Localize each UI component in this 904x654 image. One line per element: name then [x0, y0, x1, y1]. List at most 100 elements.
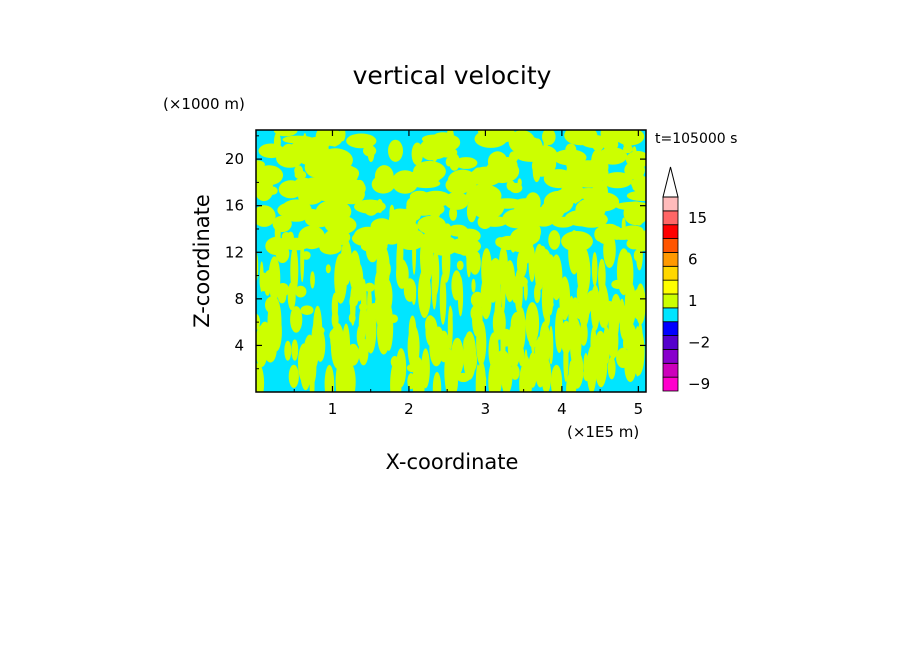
- updraft-region: [623, 130, 632, 151]
- updraft-region: [529, 337, 538, 348]
- updraft-region: [510, 364, 520, 380]
- updraft-region: [274, 221, 281, 245]
- updraft-region: [550, 254, 563, 301]
- colorbar: 15 6 1 −2 −9: [662, 166, 710, 393]
- updraft-region: [548, 230, 561, 250]
- updraft-region: [470, 166, 503, 187]
- updraft-region: [457, 228, 481, 244]
- updraft-region: [456, 260, 464, 271]
- updraft-region: [294, 165, 303, 177]
- updraft-region: [323, 163, 359, 186]
- updraft-region: [532, 138, 543, 161]
- y-tick-label: 4: [234, 336, 244, 354]
- updraft-region: [325, 264, 331, 274]
- updraft-region: [633, 250, 641, 262]
- updraft-region: [256, 167, 262, 181]
- updraft-region: [334, 253, 347, 304]
- updraft-region: [292, 184, 309, 197]
- updraft-region: [560, 182, 585, 204]
- updraft-region: [565, 143, 577, 156]
- updraft-region: [417, 215, 446, 235]
- updraft-region: [530, 315, 536, 355]
- colorbar-segment: [662, 224, 679, 239]
- updraft-region: [384, 218, 419, 239]
- updraft-region: [324, 364, 335, 392]
- updraft-region: [611, 226, 622, 240]
- updraft-region: [258, 143, 285, 159]
- updraft-region: [281, 285, 289, 295]
- updraft-region: [528, 365, 536, 378]
- updraft-region: [273, 130, 298, 137]
- velocity-field: [256, 130, 646, 392]
- updraft-region: [564, 325, 570, 338]
- updraft-region: [259, 321, 271, 350]
- updraft-region: [466, 244, 472, 278]
- updraft-region: [596, 223, 613, 244]
- updraft-region: [288, 140, 324, 161]
- colorbar-segment: [662, 307, 679, 323]
- updraft-region: [315, 328, 326, 362]
- updraft-region: [598, 263, 605, 290]
- updraft-region: [291, 339, 299, 361]
- updraft-region: [487, 151, 508, 172]
- updraft-region: [300, 305, 314, 316]
- updraft-region: [469, 349, 476, 364]
- updraft-region: [349, 250, 361, 292]
- updraft-region: [507, 231, 534, 253]
- updraft-region: [282, 135, 315, 144]
- updraft-region: [466, 200, 477, 223]
- x-axis-label: X-coordinate: [386, 450, 519, 474]
- colorbar-segment: [662, 238, 679, 253]
- updraft-region: [376, 245, 390, 293]
- updraft-region: [548, 325, 554, 365]
- y-unit-label: (×1000 m): [163, 95, 245, 113]
- updraft-region: [396, 348, 407, 388]
- colorbar-segment: [662, 252, 679, 267]
- chart-title: vertical velocity: [353, 61, 552, 90]
- colorbar-segment: [662, 376, 679, 392]
- updraft-region: [477, 361, 487, 392]
- updraft-region: [365, 305, 377, 354]
- updraft-region: [290, 306, 303, 333]
- updraft-region: [358, 306, 366, 344]
- y-tick-label: 12: [225, 243, 244, 261]
- colorbar-segment: [662, 293, 679, 309]
- updraft-region: [295, 285, 307, 298]
- updraft-region: [495, 237, 506, 247]
- updraft-region: [477, 130, 495, 138]
- colorbar-segment: [662, 210, 679, 226]
- updraft-region: [301, 251, 311, 260]
- updraft-region: [504, 260, 516, 303]
- updraft-region: [411, 178, 441, 189]
- updraft-region: [569, 234, 574, 255]
- x-tick-label: 5: [634, 400, 644, 418]
- updraft-region: [516, 249, 528, 278]
- updraft-region: [540, 341, 548, 365]
- updraft-region: [471, 278, 476, 293]
- y-axis: 4 8 12 16 20: [225, 135, 646, 370]
- colorbar-segment: [662, 279, 679, 295]
- updraft-region: [335, 358, 349, 392]
- updraft-region: [316, 202, 336, 224]
- updraft-region: [310, 271, 315, 289]
- updraft-region: [543, 137, 548, 151]
- updraft-region: [544, 309, 551, 327]
- updraft-region: [423, 273, 428, 309]
- updraft-region: [284, 340, 292, 361]
- updraft-region: [456, 372, 471, 383]
- updraft-region: [522, 355, 530, 378]
- updraft-region: [626, 238, 643, 250]
- updraft-region: [315, 130, 332, 149]
- updraft-region: [439, 273, 447, 325]
- updraft-region: [421, 348, 430, 389]
- updraft-region: [441, 240, 451, 283]
- updraft-region: [621, 225, 644, 235]
- plot-frame: [255, 129, 647, 393]
- updraft-region: [307, 235, 328, 246]
- updraft-region: [350, 285, 356, 326]
- updraft-region: [488, 359, 502, 392]
- x-tick-label: 4: [557, 400, 567, 418]
- updraft-region: [365, 236, 380, 263]
- colorbar-segment: [662, 265, 679, 281]
